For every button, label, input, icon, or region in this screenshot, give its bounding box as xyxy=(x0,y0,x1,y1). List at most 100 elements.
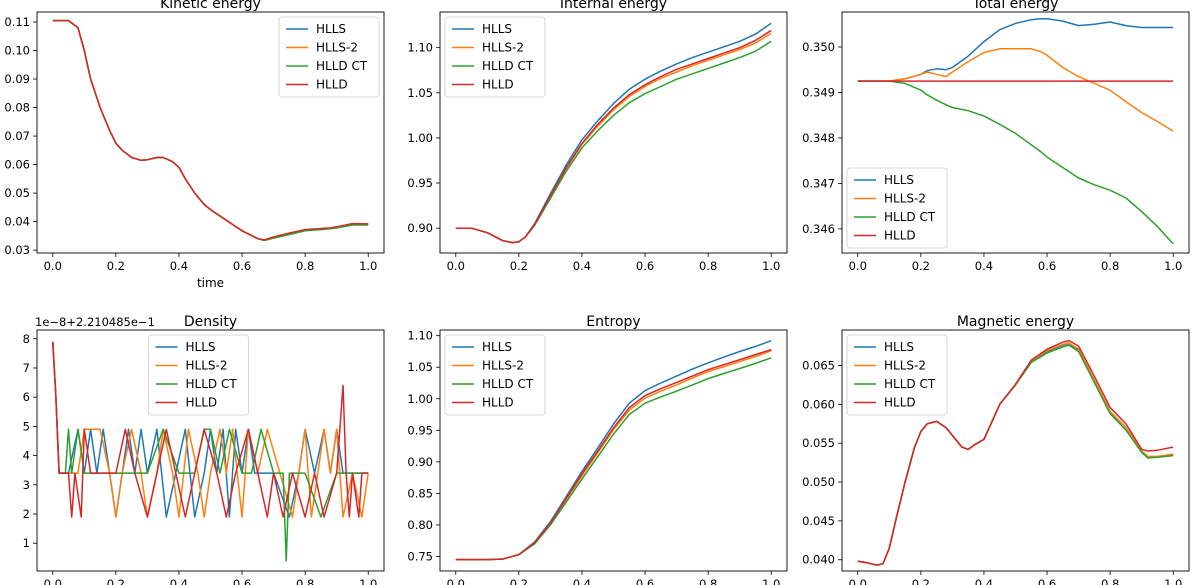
axes-frame xyxy=(439,329,788,572)
series-line-hlls-2 xyxy=(857,48,1174,132)
y-tick-label: 5 xyxy=(23,419,30,433)
legend-label: HLLS xyxy=(186,340,216,354)
axes-frame xyxy=(841,11,1190,254)
y-tick-label: 1 xyxy=(23,536,30,550)
legend: HLLS HLLS-2 HLLD CT HLLD xyxy=(846,167,948,249)
chart-panel: Density 0.0 0.2 0.4 0.6 0.8 1.0 1 2 3 4 5 6 7 8 1e−8+2.… xyxy=(23,314,385,585)
chart-title: Density xyxy=(184,314,237,330)
legend-label: HLLS xyxy=(482,22,512,36)
chart-panel: Internal energy 0.0 0.2 0.4 0.6 0.8 1.0 0.90 0.9… xyxy=(407,0,788,273)
series-line-hlld xyxy=(455,348,772,561)
legend-label: HLLD CT xyxy=(884,377,936,391)
series-line-hlld-ct xyxy=(52,341,369,562)
y-tick-label: 1.00 xyxy=(407,131,433,145)
axes-frame xyxy=(36,11,385,254)
y-tick-label: 0.065 xyxy=(802,359,835,373)
legend-label: HLLD xyxy=(884,229,916,243)
y-tick-label: 0.06 xyxy=(4,158,30,172)
x-tick-label: 1.0 xyxy=(359,259,377,273)
y-tick-label: 3 xyxy=(23,478,30,492)
series-line-hlld xyxy=(857,339,1174,566)
x-tick-label: 0.0 xyxy=(849,259,867,273)
y-tick-label: 0.346 xyxy=(802,222,835,236)
legend-label: HLLS-2 xyxy=(482,359,524,373)
y-tick-label: 0.03 xyxy=(4,243,30,257)
legend-frame xyxy=(846,167,948,249)
series-group xyxy=(857,339,1174,566)
y-tick-label: 0.350 xyxy=(802,40,835,54)
y-tick-label: 1.05 xyxy=(407,86,433,100)
series-group xyxy=(52,341,369,562)
series-line-hlld-ct xyxy=(857,80,1174,245)
y-tick-label: 0.09 xyxy=(4,72,30,86)
legend-frame xyxy=(846,334,948,416)
series-line-hlld xyxy=(455,29,772,244)
y-tick-label: 4 xyxy=(23,449,30,463)
axes-frame xyxy=(36,329,385,572)
x-tick-label: 0.2 xyxy=(510,577,528,585)
legend-label: HLLS xyxy=(884,340,914,354)
legend-label: HLLD CT xyxy=(316,59,368,73)
y-tick-label: 0.349 xyxy=(802,85,835,99)
x-tick-label: 0.6 xyxy=(233,259,251,273)
axes-frame xyxy=(439,11,788,254)
x-tick-label: 0.0 xyxy=(849,577,867,585)
x-tick-label: 0.2 xyxy=(510,259,528,273)
chart-title: Magnetic energy xyxy=(957,314,1074,330)
y-tick-label: 0.90 xyxy=(407,455,433,469)
series-group xyxy=(52,19,369,242)
legend-label: HLLS xyxy=(884,173,914,187)
legend-label: HLLD xyxy=(482,78,514,92)
y-tick-label: 0.05 xyxy=(4,186,30,200)
legend-label: HLLS-2 xyxy=(884,192,926,206)
y-tick-label: 0.95 xyxy=(407,176,433,190)
x-tick-label: 0.6 xyxy=(636,259,654,273)
series-line-hlld xyxy=(52,341,369,518)
y-tick-label: 0.045 xyxy=(802,514,835,528)
legend-label: HLLD CT xyxy=(482,59,534,73)
x-tick-label: 0.4 xyxy=(573,259,591,273)
y-tick-label: 0.348 xyxy=(802,131,835,145)
legend-frame xyxy=(148,334,249,416)
x-tick-label: 0.8 xyxy=(699,577,717,585)
chart-panel: Entropy 0.0 0.2 0.4 0.6 0.8 1.0 0.75 0.80 0.85 0.9… xyxy=(407,314,788,585)
chart-title: Internal energy xyxy=(560,0,667,12)
legend-label: HLLD CT xyxy=(186,377,238,391)
y-tick-label: 0.050 xyxy=(802,475,835,489)
series-group xyxy=(455,22,772,244)
legend-frame xyxy=(444,334,546,416)
legend-label: HLLS-2 xyxy=(884,359,926,373)
legend: HLLS HLLS-2 HLLD CT HLLD xyxy=(278,16,380,98)
chart-title: Entropy xyxy=(586,314,640,330)
x-tick-label: 0.6 xyxy=(1038,577,1056,585)
chart-title: Total energy xyxy=(972,0,1059,12)
x-tick-label: 0.6 xyxy=(233,577,251,585)
x-tick-label: 0.8 xyxy=(1101,577,1119,585)
y-tick-label: 0.11 xyxy=(4,15,30,29)
y-tick-label: 0.347 xyxy=(802,176,835,190)
y-tick-label: 0.10 xyxy=(4,44,30,58)
axes-frame xyxy=(841,329,1190,572)
x-tick-label: 0.4 xyxy=(975,259,993,273)
x-tick-label: 0.8 xyxy=(296,259,314,273)
legend-label: HLLS xyxy=(316,22,346,36)
x-tick-label: 0.6 xyxy=(1038,259,1056,273)
legend-label: HLLD xyxy=(316,78,348,92)
chart-panel: Kinetic energy 0.0 0.2 0.4 0.6 0.8 1.0 0.03 0.04… xyxy=(4,0,385,290)
legend-label: HLLS xyxy=(482,340,512,354)
legend-label: HLLD CT xyxy=(884,210,936,224)
legend-label: HLLS-2 xyxy=(186,359,228,373)
series-line-hlls xyxy=(52,341,369,518)
x-tick-label: 0.0 xyxy=(44,577,62,585)
y-tick-label: 0.055 xyxy=(802,436,835,450)
legend-label: HLLS-2 xyxy=(482,41,524,55)
chart-title: Kinetic energy xyxy=(160,0,261,12)
y-tick-label: 0.80 xyxy=(407,518,433,532)
y-tick-label: 8 xyxy=(23,332,30,346)
x-axis-label: time xyxy=(197,276,224,290)
x-tick-label: 0.8 xyxy=(1101,259,1119,273)
x-tick-label: 0.2 xyxy=(912,577,930,585)
x-tick-label: 0.2 xyxy=(107,577,125,585)
legend-label: HLLD xyxy=(482,396,514,410)
x-tick-label: 0.8 xyxy=(699,259,717,273)
